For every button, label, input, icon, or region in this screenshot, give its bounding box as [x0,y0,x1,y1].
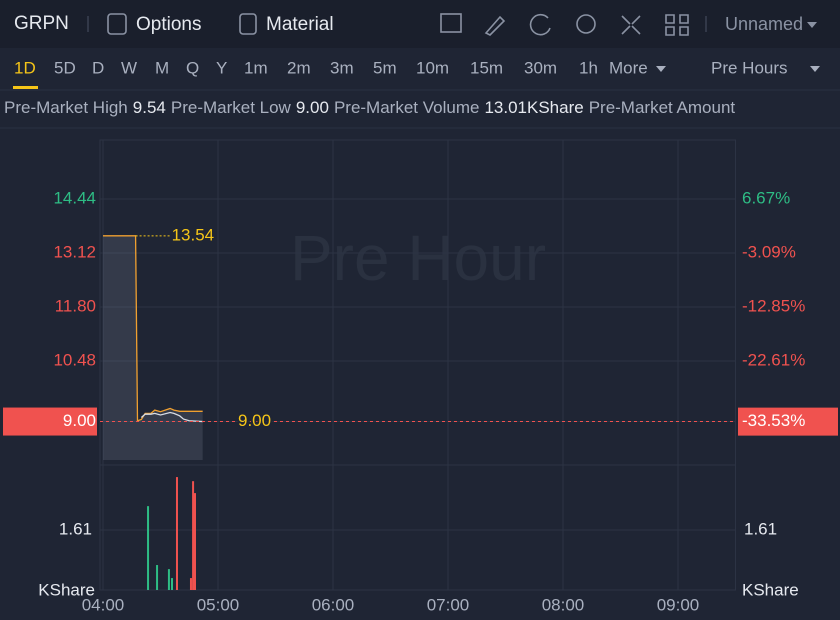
percent-highlight [738,407,838,436]
volume-tick-label: 1.61 [59,519,92,538]
timeframe-tab[interactable]: M [155,58,169,77]
layout-name[interactable]: Unnamed [725,14,803,34]
timeframe-tab[interactable]: Y [216,58,227,77]
timeframe-tab[interactable]: 5m [373,58,397,77]
y-tick-label: 14.44 [53,188,96,207]
toolbar-icons [440,13,689,36]
y2-tick-label: -12.85% [742,297,805,316]
prev-close-label: 13.54 [172,225,215,244]
timeframe-tab[interactable]: More [609,58,648,77]
timeframe-tab[interactable]: 15m [470,58,503,77]
refresh-icon[interactable] [529,13,551,36]
timeframe-tab[interactable]: 3m [330,58,354,77]
edit-icon[interactable] [484,15,506,36]
volume-bar [171,578,173,590]
volume-bar [147,506,150,590]
timeframe-tab[interactable]: 30m [524,58,557,77]
chart-icon[interactable] [440,13,462,33]
timeframe-tab[interactable]: 5D [54,58,76,77]
volume-bar [156,565,159,590]
timeframe-tab[interactable]: Q [186,58,199,77]
stat-value: 13.01KShare [484,98,583,117]
timeframe-bar: 1D 5D D W M Q Y 1m 2m 3m 5m 10m 15m 30m 1h More [13,58,666,89]
dropdown-caret [810,66,820,72]
stat-label: Pre-Market Amount [589,98,736,117]
x-tick-label: 04:00 [82,595,125,614]
x-tick-label: 09:00 [657,595,700,614]
timeframe-tab[interactable]: 10m [416,58,449,77]
y-tick-label: 13.12 [53,242,96,261]
price-highlight [3,407,97,436]
stat-label: Pre-Market Low [171,98,292,117]
y-tick-label: 9.00 [63,411,96,430]
x-tick-label: 07:00 [427,595,470,614]
timeframe-tab[interactable]: 2m [287,58,311,77]
fullscreen-icon[interactable] [621,15,641,35]
session-selector[interactable]: Pre Hours [711,58,788,77]
plot-border [99,139,736,591]
timeframe-tab[interactable]: 1h [579,58,598,77]
stat-label: Pre-Market High [4,98,128,117]
active-underline [13,86,38,89]
y2-tick-label: -22.61% [742,351,805,370]
volume-bar [175,477,178,590]
volume-tick-label: 1.61 [744,519,777,538]
timeframe-tab[interactable]: 1m [244,58,268,77]
y2-tick-label: -3.09% [742,243,796,262]
volume-bar [192,481,195,590]
volume-unit: KShare [742,580,799,599]
series-line [103,235,203,422]
volume-bar [194,493,196,590]
top-bar [0,0,840,48]
x-tick-label: 06:00 [312,595,355,614]
options-button[interactable]: Options [136,14,201,35]
timeframe-tab[interactable]: 1D [14,58,36,77]
options-icon [107,13,127,35]
dropdown-caret [807,22,817,28]
series-line [140,411,203,423]
stats-row: Pre-Market High 9.54 Pre-Market Low 9.00 Pre… [4,98,735,117]
volume-bar [189,578,192,590]
y-tick-label: 11.80 [55,296,96,315]
timeframe-tab[interactable]: W [121,58,137,77]
stat-value: 9.00 [296,98,329,117]
y2-tick-label: 6.67% [742,188,790,207]
x-tick-label: 08:00 [542,595,585,614]
stat-value: 9.54 [133,98,166,117]
watermark: Pre Hour [290,222,546,294]
stat-label: Pre-Market Volume [334,98,480,117]
last-price-label: 9.00 [238,411,271,430]
timeframe-tab[interactable]: D [92,58,104,77]
settings-icon[interactable] [576,14,596,34]
x-tick-label: 05:00 [197,595,240,614]
volume-unit: KShare [38,580,95,599]
layout-icon[interactable] [665,14,689,36]
y-tick-label: 10.48 [53,350,96,369]
material-button[interactable]: Material [266,14,334,35]
dropdown-caret [656,66,666,72]
price-area [103,235,203,460]
material-icon [239,13,257,35]
volume-bar [167,569,170,590]
symbol[interactable]: GRPN [14,13,69,34]
y2-tick-label: -33.53% [742,411,805,430]
